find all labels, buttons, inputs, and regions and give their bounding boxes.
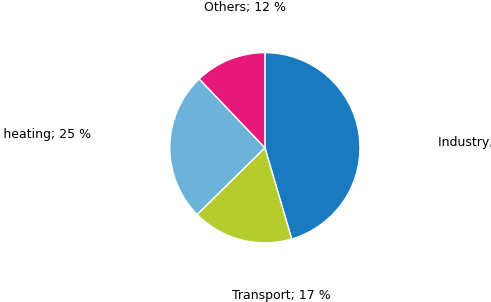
- Wedge shape: [170, 79, 265, 214]
- Wedge shape: [265, 53, 360, 239]
- Wedge shape: [197, 148, 292, 243]
- Text: Transport; 17 %: Transport; 17 %: [232, 289, 331, 302]
- Text: Space heating; 25 %: Space heating; 25 %: [0, 128, 91, 141]
- Text: Others; 12 %: Others; 12 %: [204, 2, 286, 14]
- Wedge shape: [199, 53, 265, 148]
- Text: Industry; 45 %: Industry; 45 %: [438, 136, 491, 149]
